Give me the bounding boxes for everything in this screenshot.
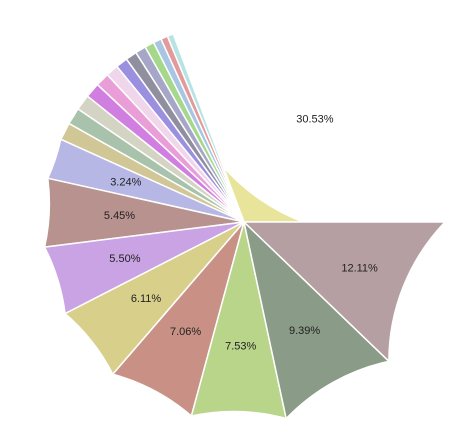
pie-slice-21 [242, 221, 447, 364]
pie-slice-label-21: 12.11% [341, 263, 378, 275]
pie-slices [43, 32, 447, 421]
pie-slice-label-0: 30.53% [296, 114, 334, 126]
pie-labels: 30.53% 3.24% 5.45% 5.50% 6.11% 7.06% 7.53% 9.39… [104, 114, 378, 353]
pie-slice-label-15: 5.45% [104, 210, 135, 222]
pie-slice-label-18: 7.06% [170, 326, 201, 338]
pie-slice-label-16: 5.50% [109, 253, 140, 265]
pie-slice-20 [242, 219, 391, 421]
pie-slice-19 [190, 221, 288, 420]
pie-slice-label-14: 3.24% [110, 177, 141, 189]
pie-slice-label-17: 6.11% [131, 293, 162, 305]
pie-slice-label-20: 9.39% [289, 325, 320, 337]
pie-slice-label-19: 7.53% [225, 341, 256, 353]
